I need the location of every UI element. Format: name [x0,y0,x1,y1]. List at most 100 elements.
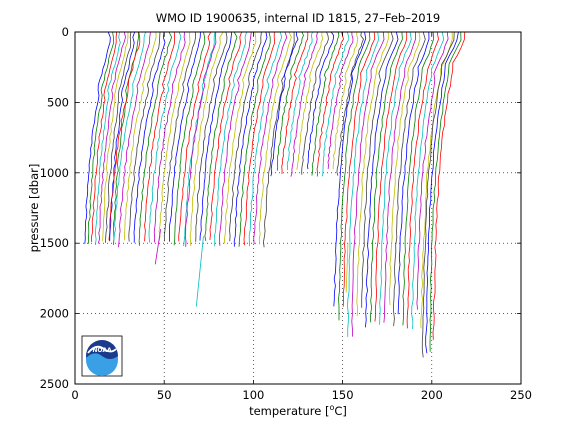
temperature-profile [276,32,304,171]
temperature-profile [97,32,126,244]
x-axis-label-degree: o [330,403,335,412]
grid-lines [75,32,521,384]
temperature-profile [108,32,141,241]
temperature-profile [88,32,115,244]
temperature-profile [219,32,252,246]
x-tick-label: 50 [157,388,172,402]
temperature-profile [224,32,257,244]
temperature-profile [238,32,271,247]
temperature-profile [199,32,233,241]
x-tick-label: 250 [510,388,532,402]
y-tick-label: 500 [47,95,69,109]
temperature-profile [383,32,416,323]
temperature-profile [379,32,412,325]
plot-area [75,32,521,384]
temperature-profile [333,32,367,307]
temperature-profile [144,32,175,242]
temperature-profile [113,32,146,240]
temperature-profile [369,32,403,323]
temperature-profile [133,32,166,243]
y-tick-label: 0 [62,25,69,39]
temperature-profile [327,32,354,169]
temperature-profile [128,32,161,242]
temperature-profile [253,32,288,245]
temperature-profile [178,32,212,242]
temperature-profile [361,32,394,308]
temperature-profile [290,32,318,177]
temperature-profile [248,32,283,247]
x-axis-label: temperature [oC] [249,403,347,418]
temperature-profile [301,32,329,175]
chart-title: WMO ID 1900635, internal ID 1815, 27–Feb… [156,11,440,25]
profile-lines [84,32,466,358]
temperature-profile [411,32,445,330]
x-tick-label: 0 [71,388,78,402]
temperature-profile [402,32,435,326]
temperature-profile [123,32,157,241]
temperature-profile [286,32,313,171]
temperature-profile [209,32,242,241]
temperature-profile [95,32,121,245]
y-tick-label: 1000 [40,166,69,180]
temperature-profile [296,32,324,170]
temperature-profile [393,32,426,327]
outlier-profile [345,243,349,293]
temperature-profile [306,32,335,170]
noaa-logo-text: NOAA [92,347,112,354]
temperature-profile [173,32,206,246]
temperature-profile [425,32,459,354]
temperature-profile [204,32,238,241]
noaa-logo-bird [87,345,117,354]
temperature-profile [281,32,309,174]
x-tick-label: 200 [421,388,443,402]
temperature-profile [351,32,385,337]
temperature-profile [109,32,136,242]
temperature-profile [322,32,350,177]
temperature-profile [118,32,151,248]
temperature-profile [243,32,276,246]
temperature-profile [113,32,139,245]
noaa-logo-wave [86,353,118,376]
temperature-profile [184,32,217,247]
temperature-profile [416,32,449,310]
temperature-profile [342,32,376,307]
temperature-profile [421,32,455,358]
temperature-profile [105,32,132,243]
noaa-logo: NOAA [81,335,123,377]
x-axis-label-unit: C] [334,404,347,418]
temperature-profile [158,32,191,242]
temperature-profile [356,32,389,317]
x-axis-label-main: temperature [ [249,404,329,418]
temperature-profile [365,32,399,328]
temperature-profile [388,32,421,306]
temperature-profile [397,32,430,315]
temperature-profile [195,32,228,242]
temperature-profile [338,32,371,321]
temperature-profile [258,32,292,245]
temperature-profile [347,32,380,337]
temperature-profile [189,32,224,247]
temperature-profile [214,32,247,247]
outlier-profile [154,229,162,265]
temperature-profile [183,32,216,247]
temperature-profile [270,32,299,177]
outlier-profile [195,236,204,307]
temperature-profile [406,32,439,329]
y-tick-label: 1500 [40,236,69,250]
temperature-profile [169,32,201,242]
temperature-profile [229,32,262,242]
temperature-profile [332,32,359,170]
axes-frame [74,31,522,385]
temperature-profile [84,32,111,244]
temperature-profile [163,32,197,242]
y-tick-label: 2500 [40,377,69,391]
temperature-profile [374,32,408,322]
temperature-profile [91,32,118,243]
temperature-profile [138,32,173,246]
temperature-profile [432,32,466,340]
temperature-profile [311,32,340,176]
temperature-profile [153,32,186,243]
temperature-profile [336,32,364,176]
